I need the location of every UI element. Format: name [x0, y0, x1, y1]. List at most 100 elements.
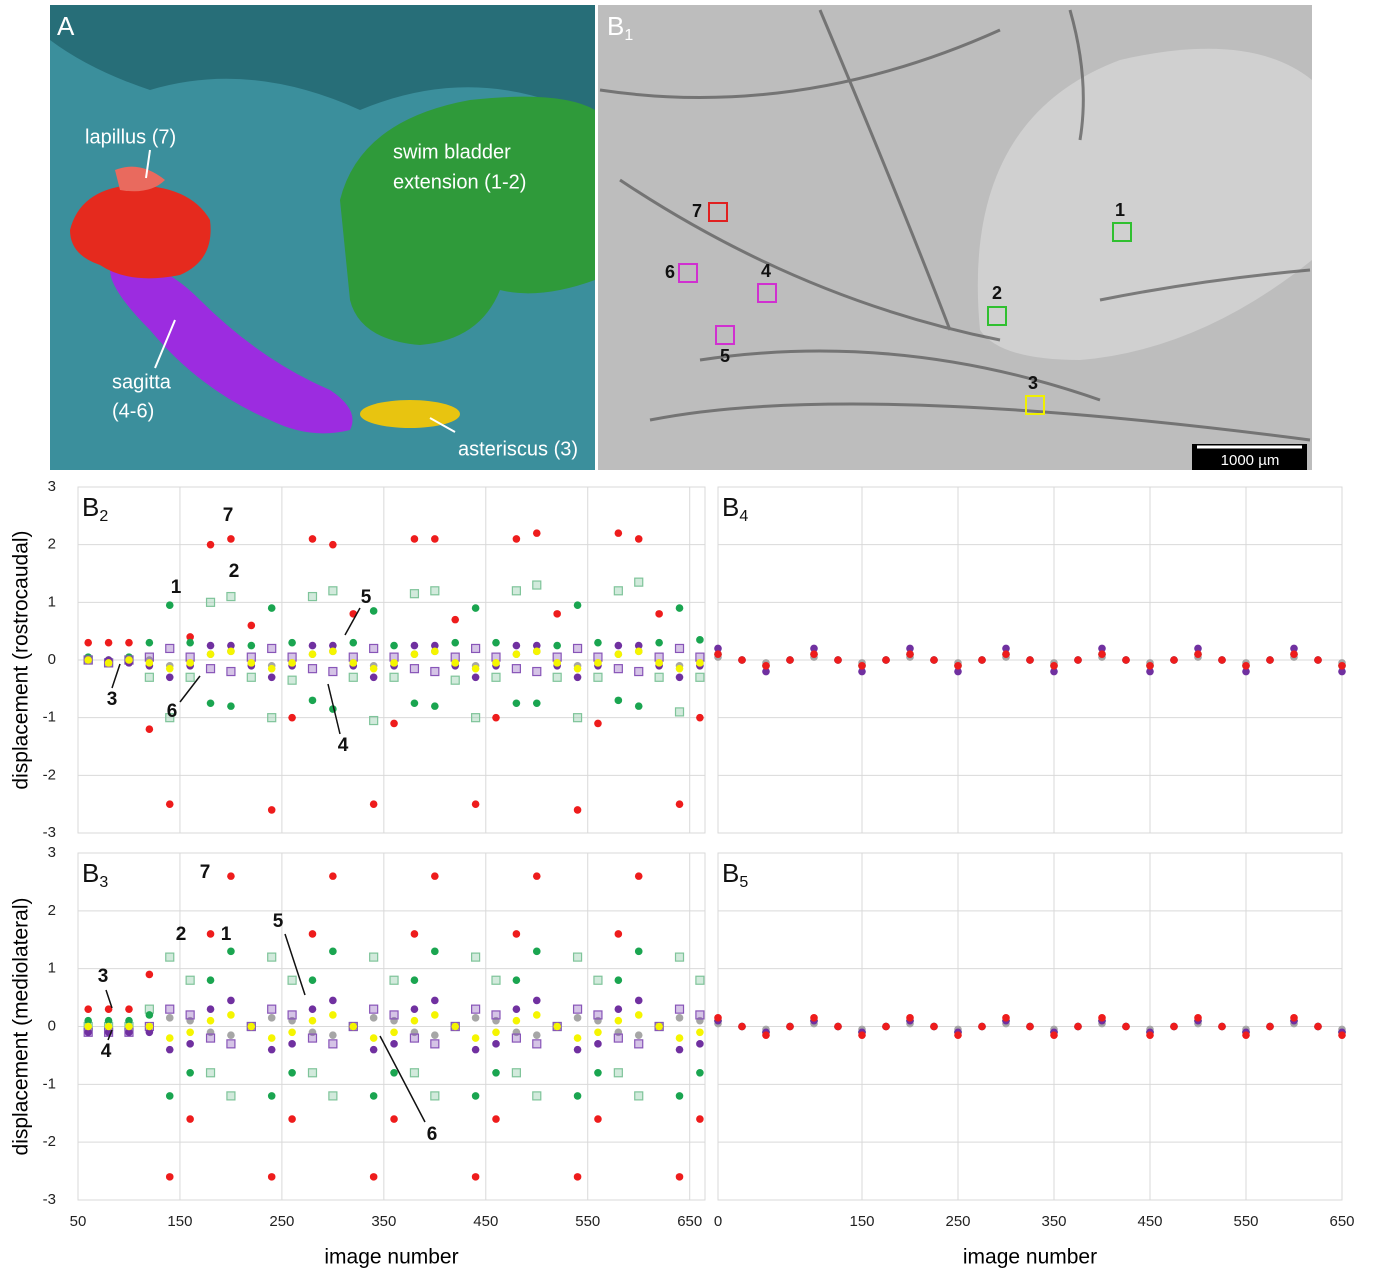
data-point — [450, 675, 460, 685]
roi — [678, 263, 698, 283]
data-point — [390, 1115, 398, 1123]
data-point — [165, 1092, 174, 1100]
data-point — [247, 1022, 256, 1031]
data-point — [288, 1068, 296, 1077]
data-point — [186, 1028, 194, 1037]
y-tick-label: 2 — [48, 902, 56, 919]
data-point — [532, 1039, 542, 1049]
annotation: 7 — [200, 862, 211, 883]
data-point — [1002, 644, 1010, 653]
data-point — [206, 1005, 215, 1013]
data-point — [696, 713, 704, 722]
data-point — [430, 1039, 440, 1049]
data-point — [593, 1010, 603, 1020]
data-point — [1146, 667, 1154, 676]
data-point — [185, 672, 195, 682]
data-point — [594, 1028, 602, 1037]
data-point — [246, 672, 256, 682]
data-point — [288, 1115, 296, 1123]
x-tick-label: 250 — [269, 1213, 294, 1230]
data-point — [613, 1068, 623, 1078]
callout — [145, 149, 151, 179]
data-point — [329, 996, 337, 1005]
data-point — [390, 1068, 398, 1077]
data-point — [675, 800, 684, 808]
data-point — [573, 664, 582, 673]
data-point — [329, 641, 337, 650]
y-tick-label: -3 — [43, 1191, 56, 1208]
data-point — [145, 1011, 154, 1019]
series — [84, 529, 704, 814]
data-point — [634, 1039, 644, 1049]
data-point — [1314, 1022, 1322, 1031]
data-point — [227, 872, 235, 880]
data-point — [145, 970, 154, 979]
annotation: 2 — [176, 924, 187, 945]
data-point — [738, 656, 746, 664]
data-point — [696, 636, 704, 644]
panel-label: B3 — [82, 858, 108, 891]
data-point — [369, 1092, 378, 1100]
data-point — [247, 641, 256, 650]
data-point — [1266, 656, 1274, 664]
data-point — [674, 952, 685, 962]
data-point — [471, 643, 481, 654]
data-point — [593, 672, 603, 682]
annotation: 4 — [101, 1041, 112, 1062]
data-point — [675, 1034, 684, 1042]
data-point — [267, 1034, 276, 1042]
data-point — [614, 641, 623, 650]
data-point — [492, 713, 500, 722]
data-point — [369, 1014, 378, 1022]
data-point — [186, 633, 194, 641]
roi — [1112, 222, 1132, 242]
data-point — [431, 872, 439, 880]
data-point — [655, 1022, 663, 1031]
data-point — [532, 1011, 541, 1019]
data-point — [1314, 656, 1322, 664]
data-point — [104, 638, 113, 647]
data-point — [954, 667, 962, 676]
data-point — [532, 1091, 542, 1101]
data-point — [369, 643, 379, 654]
data-point — [614, 696, 623, 705]
data-point — [389, 975, 399, 985]
x-tick-label: 650 — [677, 1213, 702, 1230]
lapillus — [70, 185, 211, 279]
y-axis-title: displacement (mediolateral) — [10, 898, 33, 1156]
data-point — [1098, 650, 1106, 659]
data-point — [227, 1031, 235, 1039]
data-point — [369, 800, 378, 808]
data-point — [389, 1010, 399, 1020]
data-point — [532, 580, 542, 590]
data-point — [205, 597, 216, 607]
y-axis-title: displacement (rostrocaudal) — [10, 530, 33, 789]
data-point — [227, 641, 235, 650]
data-point — [573, 1034, 582, 1042]
data-point — [492, 1040, 500, 1048]
data-point — [738, 1022, 746, 1031]
roi-label: 5 — [720, 346, 730, 366]
data-point — [573, 1045, 582, 1054]
data-point — [431, 702, 439, 710]
data-point — [492, 638, 500, 647]
data-point — [186, 1068, 194, 1077]
data-point — [532, 996, 541, 1005]
data-point — [104, 1016, 113, 1025]
data-point — [491, 672, 501, 682]
annotation: extension (1-2) — [393, 171, 526, 193]
data-point — [430, 1091, 440, 1101]
data-point — [512, 930, 521, 938]
data-point — [226, 666, 236, 677]
data-point — [409, 1033, 420, 1043]
data-point — [532, 647, 541, 656]
data-point — [369, 715, 379, 726]
data-point — [267, 806, 276, 814]
data-point — [145, 1028, 154, 1037]
data-point — [165, 601, 174, 610]
roi-label: 1 — [1115, 200, 1125, 220]
data-point — [328, 666, 338, 677]
data-point — [1122, 1022, 1130, 1031]
data-point — [594, 719, 602, 728]
